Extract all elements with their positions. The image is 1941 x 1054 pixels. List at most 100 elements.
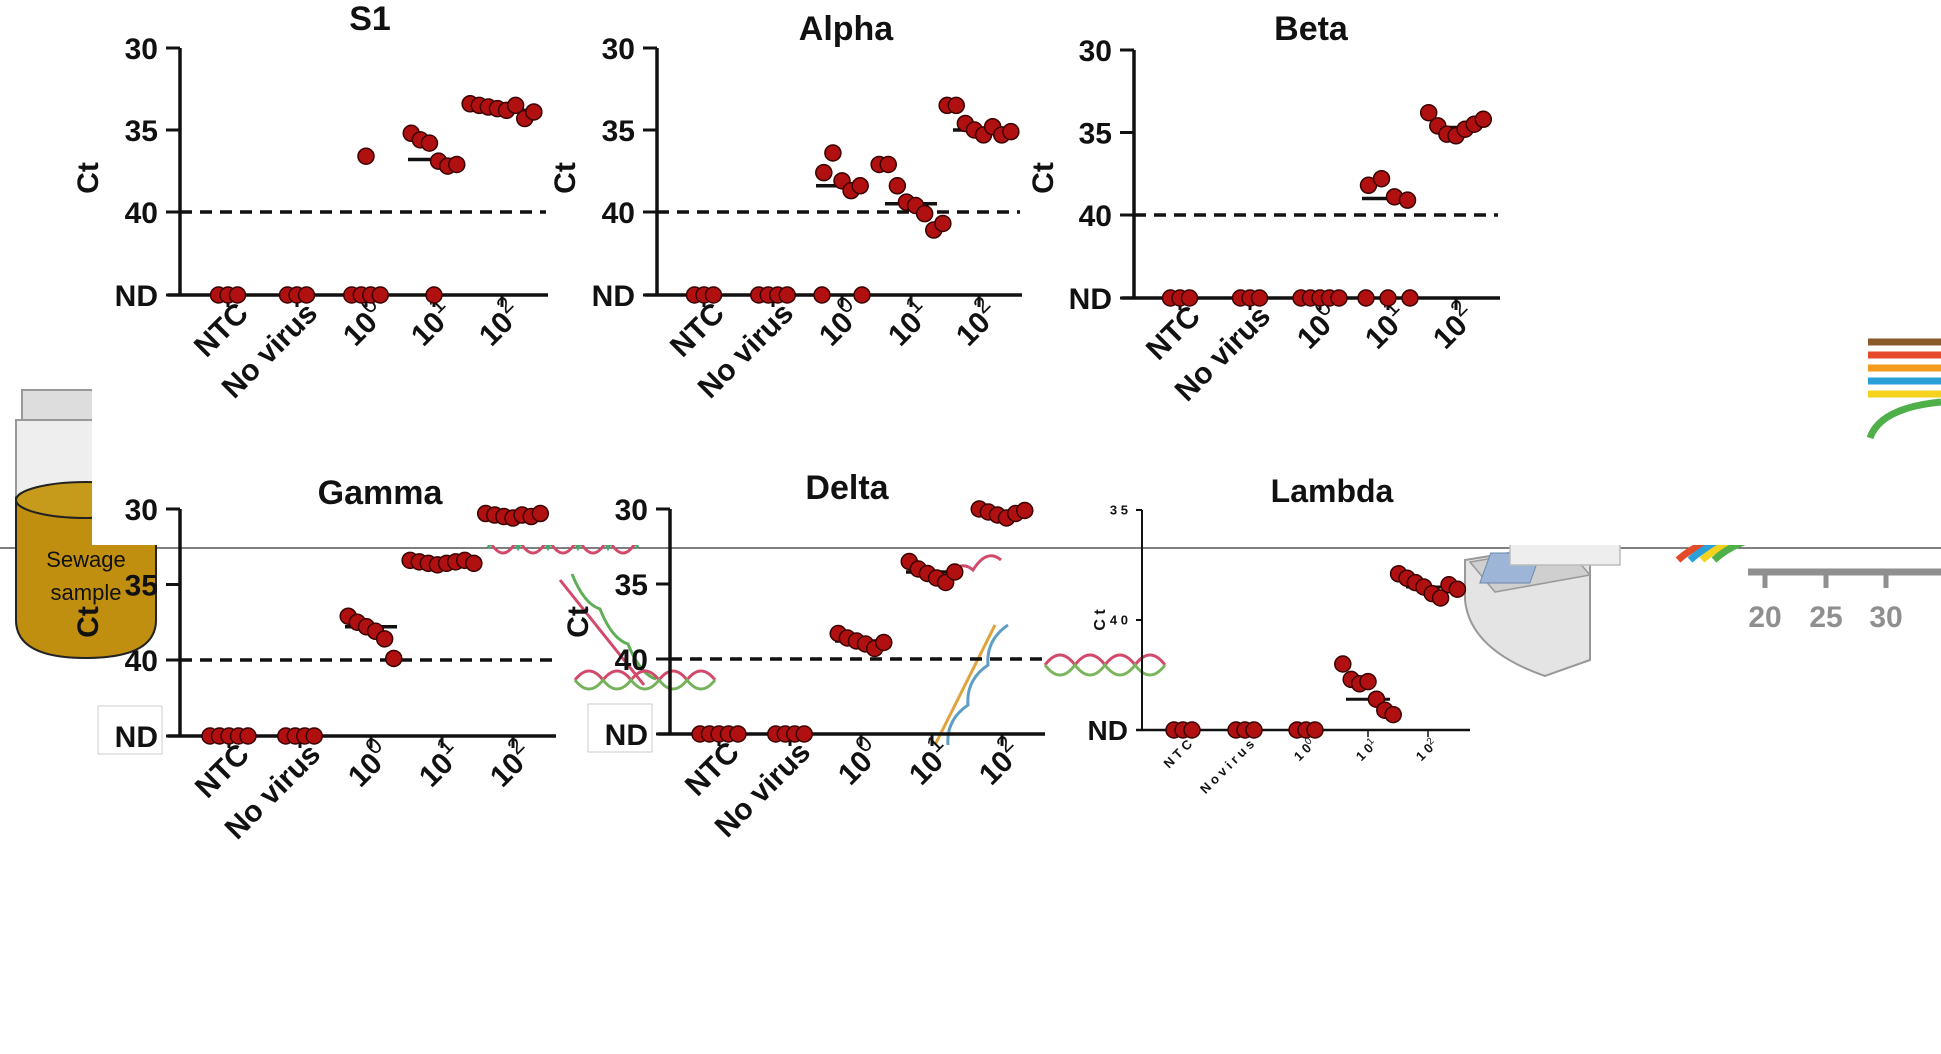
- y-tick-label: 35: [1079, 117, 1112, 150]
- data-point-nd: [297, 286, 316, 304]
- data-point-nd: [1379, 289, 1397, 307]
- chart-title: Delta: [805, 469, 889, 507]
- y-tick-label: 3 5: [1110, 503, 1128, 518]
- chart-title: S1: [349, 0, 391, 38]
- x-tick-label: 100: [826, 730, 888, 792]
- y-tick-label: 40: [602, 197, 635, 230]
- data-point-nd: [1357, 289, 1375, 307]
- data-point: [815, 163, 833, 182]
- data-point: [1384, 705, 1402, 724]
- data-point-nd: [1306, 721, 1324, 739]
- x-tick-label-exponent: 1: [1365, 735, 1377, 747]
- nd-label-box: [97, 705, 163, 755]
- data-point: [1448, 580, 1467, 598]
- data-point-nd: [1250, 289, 1269, 307]
- x-tick-label: 102: [478, 732, 540, 794]
- data-point: [375, 630, 394, 648]
- data-point: [1431, 589, 1450, 607]
- data-point: [934, 214, 952, 233]
- jar-label-line-1: Sewage: [46, 547, 126, 572]
- data-point: [531, 504, 550, 523]
- data-point-nd: [1330, 289, 1348, 307]
- y-tick-label: 30: [615, 494, 648, 527]
- y-axis-label: Ct: [72, 162, 105, 194]
- data-point: [875, 633, 893, 652]
- nd-label-box: [587, 703, 653, 753]
- cycle-timeline: 20 25 30: [1748, 568, 1941, 634]
- data-point-nd: [704, 286, 723, 304]
- data-point: [1372, 169, 1391, 188]
- x-tick-label: 1 00: [1290, 735, 1319, 764]
- data-point-nd: [778, 286, 796, 304]
- data-point-nd: [1180, 289, 1199, 307]
- data-point: [448, 155, 466, 174]
- timeline-tick-25: 25: [1809, 601, 1842, 634]
- data-point-nd: [371, 286, 389, 304]
- x-tick-label: 1 01: [1352, 735, 1381, 764]
- data-point-nd: [305, 727, 323, 745]
- panel-backgrounds: [92, 0, 1865, 545]
- data-point-nd: [813, 286, 831, 304]
- data-point-nd: [1401, 289, 1419, 307]
- y-tick-label: ND: [115, 280, 158, 313]
- data-point-nd: [795, 725, 813, 743]
- chart-title: Lambda: [1271, 473, 1394, 509]
- y-tick-label: 35: [125, 115, 158, 148]
- x-tick-label: 1 02: [1412, 735, 1441, 764]
- timeline-tick-30: 30: [1869, 601, 1902, 634]
- data-point: [1419, 103, 1438, 122]
- y-axis-label: Ct: [72, 606, 105, 638]
- y-tick-label: ND: [592, 280, 635, 313]
- pcr-machine-icon: [1464, 534, 1621, 678]
- x-tick-label: N o v i r u s: [1197, 737, 1257, 797]
- data-point-nd: [1183, 721, 1201, 739]
- x-tick-label: N T C: [1161, 736, 1196, 771]
- data-point: [420, 134, 439, 152]
- y-tick-label: 35: [125, 569, 158, 602]
- timeline-tick-20: 20: [1748, 601, 1781, 634]
- y-axis-label: C t: [1092, 609, 1109, 631]
- y-tick-label: ND: [605, 719, 648, 752]
- data-point-nd: [425, 286, 443, 304]
- data-point: [465, 554, 483, 573]
- data-point: [385, 649, 403, 668]
- x-tick-label-exponent: 2: [1425, 735, 1437, 747]
- y-tick-label: 30: [602, 33, 635, 66]
- y-tick-label: 40: [125, 645, 158, 678]
- x-tick-label: 101: [407, 732, 469, 794]
- data-point: [1002, 122, 1020, 141]
- y-tick-label: 40: [615, 644, 648, 677]
- y-tick-label: ND: [1088, 715, 1128, 746]
- y-axis-label: Ct: [1027, 162, 1060, 194]
- data-point: [824, 144, 842, 162]
- y-tick-label: 30: [1079, 35, 1112, 68]
- data-point: [1334, 655, 1352, 673]
- data-point: [879, 155, 897, 174]
- data-point-nd: [853, 286, 871, 304]
- data-point: [946, 563, 964, 581]
- x-tick-label: 101: [897, 730, 959, 792]
- data-point: [888, 177, 907, 195]
- chart-title: Alpha: [799, 10, 895, 48]
- data-point: [357, 147, 375, 165]
- y-tick-label: 4 0: [1110, 613, 1128, 628]
- y-tick-label: ND: [1069, 283, 1112, 316]
- data-point-nd: [228, 286, 247, 304]
- data-point: [1359, 672, 1377, 691]
- x-tick-label: 100: [336, 732, 398, 794]
- chart-title: Gamma: [318, 474, 444, 512]
- data-point: [947, 96, 965, 115]
- data-point: [851, 177, 869, 195]
- y-axis-label: Ct: [562, 606, 595, 638]
- data-point: [525, 103, 543, 121]
- y-tick-label: 35: [615, 569, 648, 602]
- y-tick-label: 35: [602, 115, 635, 148]
- y-tick-label: 30: [125, 33, 158, 66]
- data-point: [915, 204, 934, 223]
- data-point: [1398, 191, 1417, 209]
- y-tick-label: ND: [115, 721, 158, 754]
- jar-label-line-2: sample: [51, 580, 122, 605]
- data-point: [1474, 110, 1493, 129]
- y-tick-label: 30: [125, 494, 158, 527]
